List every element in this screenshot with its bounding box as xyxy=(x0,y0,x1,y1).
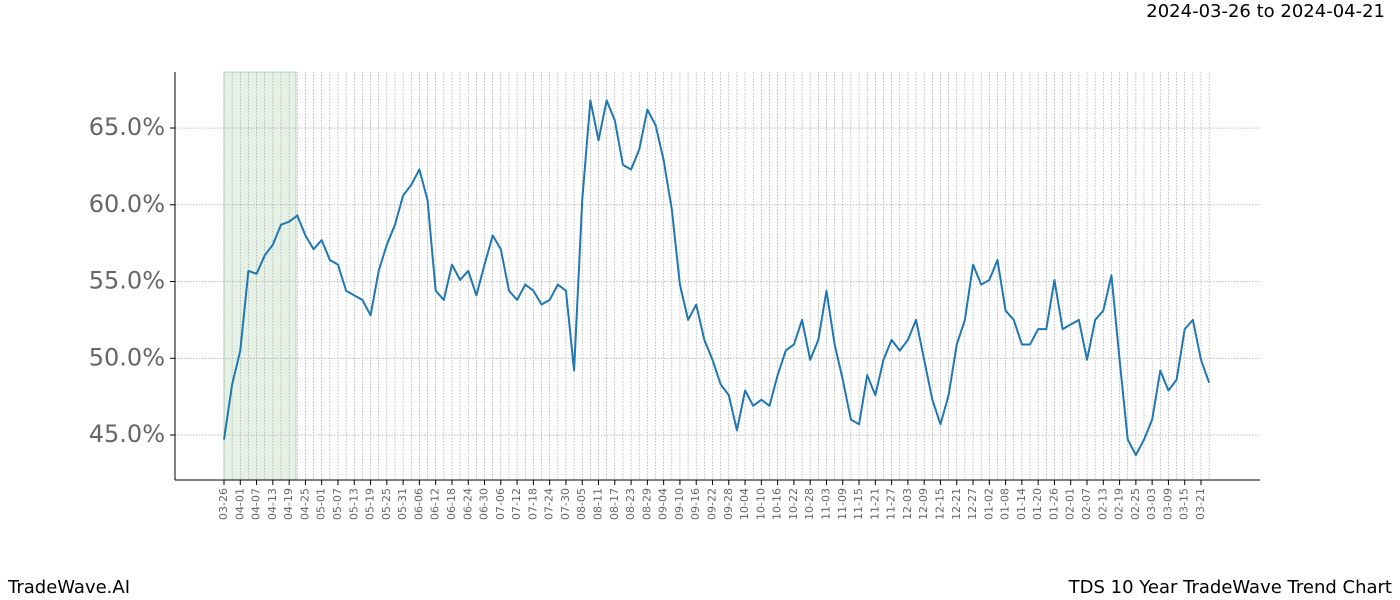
x-tick-label: 09-28 xyxy=(722,488,735,520)
x-tick-label: 11-21 xyxy=(868,488,881,520)
x-tick-label: 11-03 xyxy=(819,488,832,520)
x-tick-label: 07-18 xyxy=(526,488,539,520)
x-tick-label: 03-09 xyxy=(1161,488,1174,520)
x-tick-label: 02-01 xyxy=(1064,488,1077,520)
x-tick-label: 10-28 xyxy=(803,488,816,520)
x-tick-label: 12-21 xyxy=(950,488,963,520)
x-tick-label: 02-13 xyxy=(1096,488,1109,520)
x-tick-label: 05-01 xyxy=(315,488,328,520)
grid xyxy=(175,72,1260,480)
y-tick-label: 60.0% xyxy=(89,190,165,218)
x-tick-label: 01-20 xyxy=(1031,488,1044,520)
x-tick-label: 06-12 xyxy=(429,488,442,520)
x-tick-label: 06-30 xyxy=(478,488,491,520)
x-tick-label: 06-24 xyxy=(461,488,474,520)
x-tick-label: 05-31 xyxy=(396,488,409,520)
x-tick-label: 11-09 xyxy=(836,488,849,520)
x-tick-label: 04-13 xyxy=(266,488,279,520)
x-tick-label: 05-13 xyxy=(347,488,360,520)
x-tick-label: 10-16 xyxy=(771,488,784,520)
trend-line xyxy=(223,99,1211,456)
x-tick-label: 09-10 xyxy=(673,488,686,520)
x-tick-label: 12-15 xyxy=(933,488,946,520)
x-tick-label: 03-03 xyxy=(1145,488,1158,520)
x-tick-label: 12-03 xyxy=(901,488,914,520)
x-tick-label: 04-07 xyxy=(250,488,263,520)
x-tick-label: 01-14 xyxy=(1015,488,1028,520)
y-tick-label: 45.0% xyxy=(89,420,165,448)
x-tick-label: 09-04 xyxy=(657,488,670,520)
plot xyxy=(223,99,1211,456)
x-tick-label: 08-23 xyxy=(624,488,637,520)
x-tick-label: 07-30 xyxy=(559,488,572,520)
x-tick-label: 08-17 xyxy=(608,488,621,520)
x-tick-label: 01-02 xyxy=(982,488,995,520)
x-tick-label: 02-25 xyxy=(1129,488,1142,520)
y-tick-label: 55.0% xyxy=(89,267,165,295)
x-tick-label: 04-25 xyxy=(298,488,311,520)
x-tick-label: 09-16 xyxy=(689,488,702,520)
x-tick-label: 09-22 xyxy=(706,488,719,520)
x-tick-label: 08-11 xyxy=(592,488,605,520)
x-tick-label: 10-04 xyxy=(738,488,751,520)
x-tick-label: 04-01 xyxy=(233,488,246,520)
y-tick-label: 50.0% xyxy=(89,343,165,371)
x-tick-label: 02-19 xyxy=(1113,488,1126,520)
x-tick-label: 10-10 xyxy=(754,488,767,520)
x-tick-label: 01-08 xyxy=(999,488,1012,520)
x-tick-label: 04-19 xyxy=(282,488,295,520)
x-tick-label: 03-26 xyxy=(217,488,230,520)
x-tick-label: 03-21 xyxy=(1194,488,1207,520)
x-tick-label: 05-07 xyxy=(331,488,344,520)
x-tick-label: 12-09 xyxy=(917,488,930,520)
x-tick-label: 10-22 xyxy=(787,488,800,520)
x-tick-label: 05-19 xyxy=(364,488,377,520)
x-tick-label: 11-15 xyxy=(852,488,865,520)
chart-title: 2024-03-26 to 2024-04-21 xyxy=(1146,1,1385,22)
x-tick-label: 06-18 xyxy=(445,488,458,520)
x-tick-label: 07-12 xyxy=(510,488,523,520)
highlight-band xyxy=(223,71,297,481)
x-tick-label: 05-25 xyxy=(380,488,393,520)
footer-left: TradeWave.AI xyxy=(7,577,130,598)
x-tick-label: 11-27 xyxy=(885,488,898,520)
x-tick-label: 08-29 xyxy=(640,488,653,520)
x-tick-label: 07-24 xyxy=(543,488,556,520)
x-tick-label: 03-15 xyxy=(1178,488,1191,520)
x-tick-label: 01-26 xyxy=(1047,488,1060,520)
x-tick-label: 06-06 xyxy=(412,488,425,520)
x-tick-label: 08-05 xyxy=(575,488,588,520)
x-tick-label: 02-07 xyxy=(1080,488,1093,520)
footer-right: TDS 10 Year TradeWave Trend Chart xyxy=(1068,577,1392,598)
y-tick-label: 65.0% xyxy=(89,113,165,141)
x-tick-label: 12-27 xyxy=(966,488,979,520)
x-tick-label: 07-06 xyxy=(494,488,507,520)
